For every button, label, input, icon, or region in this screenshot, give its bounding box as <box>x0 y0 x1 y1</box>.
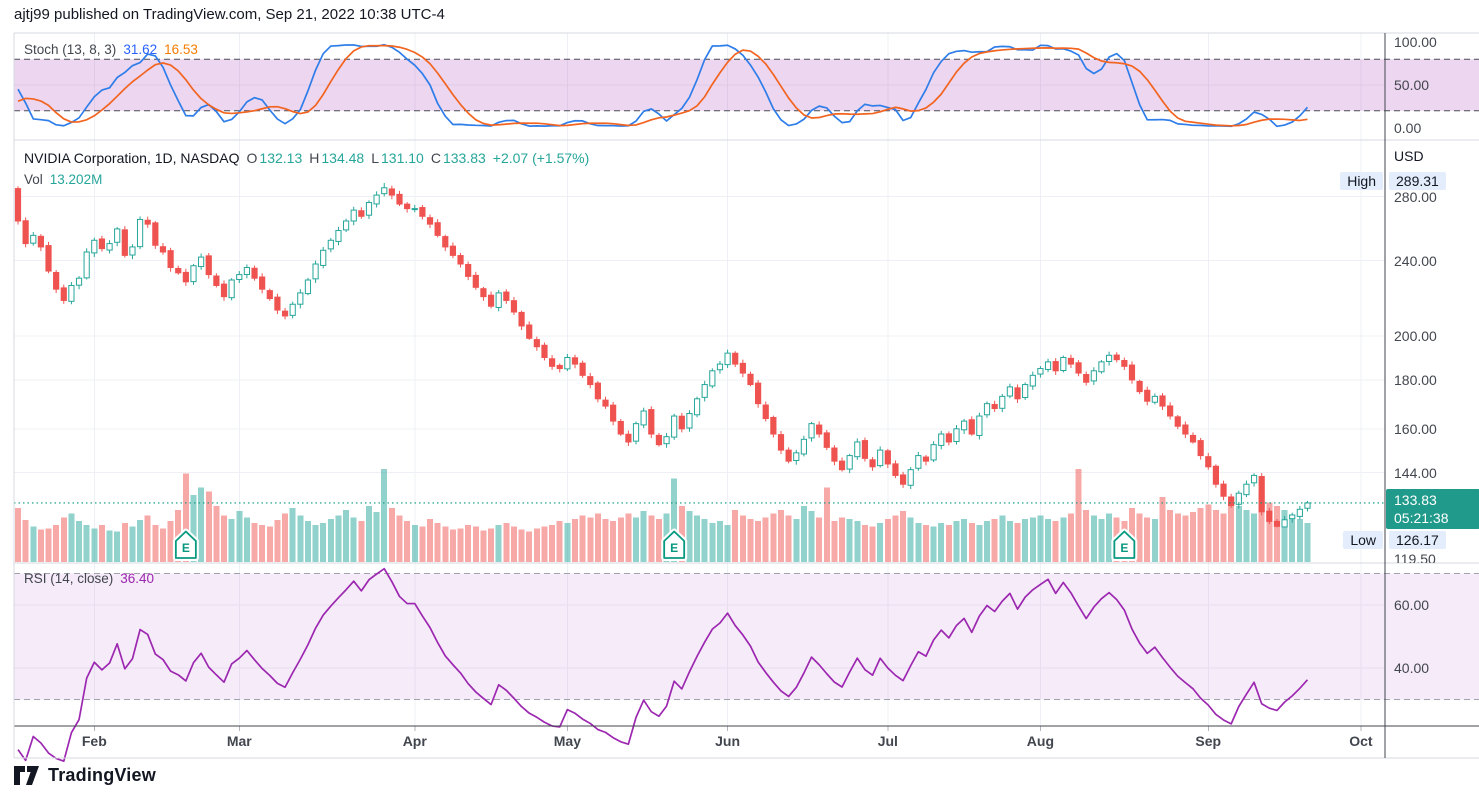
currency-label: USD <box>1394 148 1424 164</box>
clipped-axis-label: 119.50 <box>1394 551 1436 563</box>
earnings-icon[interactable] <box>1113 530 1136 559</box>
time-axis-label: Oct <box>1349 733 1373 749</box>
tradingview-logo[interactable]: TradingView <box>14 765 156 786</box>
change-readout: +2.07 (+1.57%) <box>492 150 590 166</box>
price-axis-label: 180.00 <box>1394 371 1437 388</box>
time-axis-label: Sep <box>1195 733 1222 749</box>
publish-header: ajtj99 published on TradingView.com, Sep… <box>14 6 445 23</box>
rsi-legend-label: RSI (14, close) <box>24 571 114 586</box>
earnings-icon[interactable] <box>663 530 686 559</box>
stoch-d-value: 16.53 <box>164 42 198 57</box>
price-axis-label: 240.00 <box>1394 252 1437 269</box>
price-axis-label: 160.00 <box>1394 420 1437 437</box>
volume-legend[interactable]: Vol 13.202M <box>24 172 102 187</box>
earnings-icon[interactable] <box>174 530 197 559</box>
time-axis-label: Feb <box>81 733 107 749</box>
rsi-axis-label: 60.00 <box>1394 597 1430 613</box>
volume-label: Vol <box>24 172 43 187</box>
stoch-legend-label: Stoch (13, 8, 3) <box>24 42 117 57</box>
stoch-axis-label: 0.00 <box>1394 120 1422 136</box>
rsi-legend[interactable]: RSI (14, close) 36.40 <box>24 571 154 586</box>
low-marker-value: 126.17 <box>1389 531 1446 549</box>
stoch-k-value: 31.62 <box>123 42 158 57</box>
price-axis-label: 200.00 <box>1394 328 1437 345</box>
stoch-pane[interactable] <box>14 33 1385 140</box>
time-axis-label: Apr <box>402 733 427 749</box>
price-axis-label: 144.00 <box>1394 464 1437 481</box>
time-axis-label: Jun <box>715 733 741 749</box>
volume-value: 13.202M <box>49 172 103 187</box>
high-readout: H 134.48 <box>309 150 365 166</box>
rsi-axis-label: 40.00 <box>1394 660 1430 676</box>
time-axis-label: Jul <box>877 733 898 749</box>
price-pane[interactable] <box>14 140 1385 563</box>
symbol-legend[interactable]: NVIDIA Corporation, 1D, NASDAQ O 132.13 H… <box>24 150 589 166</box>
stoch-legend[interactable]: Stoch (13, 8, 3) 31.62 16.53 <box>24 42 198 57</box>
tradingview-logo-icon <box>14 766 39 785</box>
time-axis-label: May <box>553 733 581 749</box>
low-readout: L 131.10 <box>371 150 424 166</box>
stoch-axis-label: 100.00 <box>1394 34 1437 50</box>
close-readout: C 133.83 <box>430 150 486 166</box>
time-axis-label: Aug <box>1026 733 1055 749</box>
last-price-badge: 133.83 05:21:38 <box>1386 489 1479 529</box>
earnings-icon-letter: E <box>670 541 678 555</box>
bar-countdown: 05:21:38 <box>1394 510 1449 526</box>
low-marker-label: Low <box>1343 531 1383 549</box>
last-price-value: 133.83 <box>1394 492 1437 508</box>
stoch-axis-label: 50.00 <box>1394 77 1430 93</box>
rsi-pane[interactable] <box>14 563 1385 726</box>
time-scale[interactable] <box>14 726 1385 758</box>
time-axis-label: Mar <box>226 733 252 749</box>
price-axis-label: 280.00 <box>1394 188 1437 205</box>
tradingview-logo-text: TradingView <box>48 765 156 785</box>
earnings-icon-letter: E <box>1120 541 1128 555</box>
symbol-title: NVIDIA Corporation, 1D, NASDAQ <box>24 150 240 166</box>
rsi-value: 36.40 <box>120 571 155 586</box>
earnings-icon-letter: E <box>182 541 190 555</box>
high-marker-value: 289.31 <box>1389 172 1446 190</box>
open-readout: O 132.13 <box>246 150 303 166</box>
high-marker-label: High <box>1340 172 1383 190</box>
